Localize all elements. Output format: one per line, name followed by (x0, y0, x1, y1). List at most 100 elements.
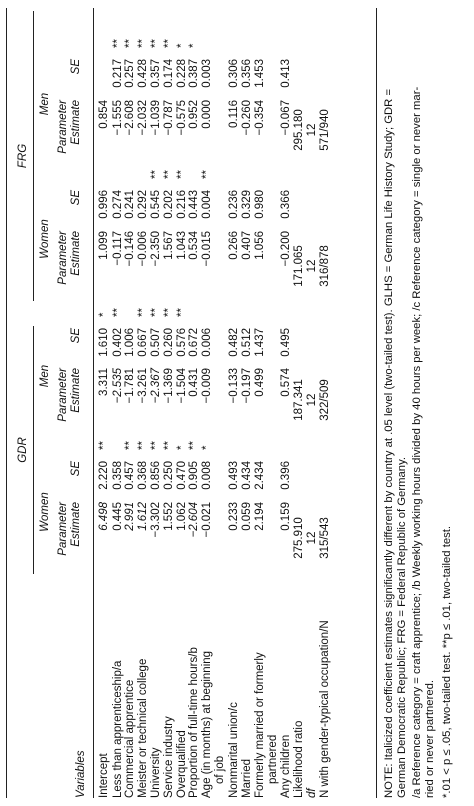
df-value: 12 (306, 123, 318, 137)
parameter-estimate: −0.787 (163, 100, 175, 136)
param-heading-line2: Estimate (70, 502, 82, 547)
significance-stars: ** (163, 170, 175, 179)
standard-error: 0.482 (228, 328, 240, 357)
parameter-estimate: −1.369 (163, 368, 175, 404)
standard-error: 0.402 (112, 328, 124, 357)
parameter-estimate: −2.535 (112, 368, 124, 404)
parameter-estimate: −0.006 (137, 231, 149, 267)
row-label: Married (241, 759, 253, 798)
parameter-estimate: −1.039 (150, 100, 162, 136)
parameter-estimate: 0.534 (188, 231, 200, 260)
standard-error: 0.428 (137, 59, 149, 88)
param-heading-line2: Estimate (70, 100, 82, 145)
significance-stars: ** (124, 39, 136, 48)
parameter-estimate: −2.367 (150, 368, 162, 404)
parameter-estimate: 1.567 (163, 231, 175, 260)
standard-error: 1.610 (98, 328, 110, 357)
row-label: Age (in months) at beginning (201, 650, 213, 798)
parameter-estimate: −0.146 (124, 231, 136, 267)
row-label: Commercial apprentice (124, 679, 136, 798)
parameter-estimate: −1.504 (176, 368, 188, 404)
likelihood-ratio-value: 295.180 (293, 109, 305, 151)
standard-error: 0.368 (137, 461, 149, 490)
significance-stars: ** (201, 170, 213, 179)
parameter-estimate: −2.608 (124, 100, 136, 136)
standard-error: 0.470 (176, 461, 188, 490)
parameter-estimate: −0.117 (112, 231, 124, 266)
header-bottom-rule (93, 8, 94, 798)
table-note: ried or never partnered. (424, 679, 436, 798)
parameter-estimate: 0.266 (228, 231, 240, 260)
standard-error: 0.241 (124, 190, 136, 219)
parameter-estimate: 6.498 (98, 502, 110, 531)
parameter-estimate: 1.099 (98, 231, 110, 260)
significance-stars: * (188, 43, 200, 48)
standard-error: 0.228 (176, 59, 188, 88)
standard-error: 0.980 (254, 190, 266, 219)
row-label: Service industry (163, 716, 175, 798)
standard-error: 0.512 (241, 328, 253, 357)
row-label: Intercept (98, 753, 110, 798)
parameter-estimate: 0.431 (188, 368, 200, 397)
parameter-estimate: −0.260 (241, 100, 253, 136)
top-rule (6, 8, 7, 798)
parameter-estimate: −0.021 (201, 502, 213, 538)
standard-error: 0.672 (188, 328, 200, 357)
param-heading-line2: Estimate (70, 368, 82, 413)
table-note: NOTE: Italicized coefficient estimates s… (383, 88, 395, 798)
frg-heading: FRG (17, 143, 29, 169)
standard-error: 0.329 (241, 190, 253, 219)
parameter-estimate: −0.354 (254, 100, 266, 136)
table-note: *.01 < p ≤ .05, two-tailed test. **p ≤ .… (441, 525, 453, 798)
se-heading: SE (70, 328, 82, 344)
parameter-estimate: 3.311 (98, 368, 110, 396)
standard-error: 0.358 (112, 461, 124, 490)
parameter-estimate: 1.043 (176, 231, 188, 260)
standard-error: 0.174 (163, 59, 175, 88)
standard-error: 0.292 (137, 190, 149, 219)
parameter-estimate: 0.499 (254, 368, 266, 397)
bottom-rule (376, 8, 377, 798)
standard-error: 0.008 (201, 461, 213, 490)
parameter-estimate: −0.133 (228, 368, 240, 404)
subgroup-heading-women: Women (39, 219, 51, 259)
parameter-estimate: 0.574 (280, 368, 292, 397)
standard-error: 0.413 (280, 59, 292, 88)
parameter-estimate: 0.952 (188, 100, 200, 129)
standard-error: 0.366 (280, 190, 292, 219)
table-note: /a Reference category = craft apprentice… (411, 86, 423, 798)
row-label: University (150, 747, 162, 798)
subgroup-heading-women: Women (39, 492, 51, 532)
significance-stars: ** (150, 170, 162, 179)
standard-error: 1.006 (124, 328, 136, 357)
standard-error: 0.306 (228, 59, 240, 88)
gdr-heading: GDR (17, 437, 29, 463)
row-label: Meister or technical college (137, 658, 149, 798)
standard-error: 0.493 (228, 461, 240, 490)
parameter-estimate: 1.612 (137, 502, 149, 531)
parameter-estimate: −0.200 (280, 231, 292, 267)
param-heading-line2: Estimate (70, 231, 82, 276)
parameter-estimate: −2.350 (150, 231, 162, 267)
df-value: 12 (306, 531, 318, 545)
significance-stars: ** (137, 441, 149, 450)
subgroup-heading-men: Men (39, 92, 51, 116)
n-ratio-value: 571/940 (319, 109, 331, 151)
standard-error: 0.387 (188, 59, 200, 88)
standard-error: 0.260 (163, 328, 175, 357)
parameter-estimate: 0.159 (280, 502, 292, 531)
variables-heading: Variables (75, 750, 87, 798)
significance-stars: * (176, 445, 188, 450)
standard-error: 0.202 (163, 190, 175, 219)
significance-stars: ** (98, 441, 110, 450)
parameter-estimate: 2.194 (254, 502, 266, 531)
parameter-estimate: −2.032 (137, 100, 149, 136)
significance-stars: ** (150, 308, 162, 317)
row-label-continuation: of job (214, 755, 226, 784)
standard-error: 0.434 (241, 461, 253, 490)
significance-stars: * (201, 445, 213, 450)
parameter-estimate: 0.116 (228, 100, 240, 128)
parameter-estimate: 0.854 (98, 100, 110, 129)
standard-error: 0.356 (241, 59, 253, 88)
